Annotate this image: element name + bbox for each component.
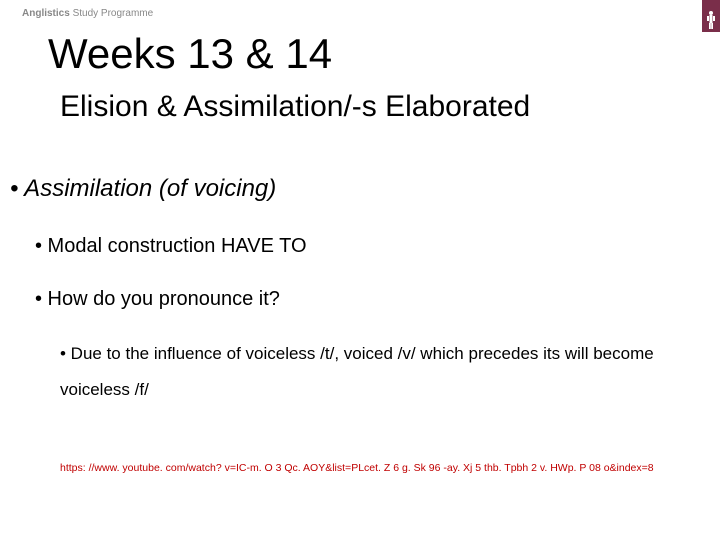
- programme-label: Anglistics Study Programme: [22, 8, 153, 19]
- programme-rest: Study Programme: [70, 8, 153, 19]
- bullet-level3: • Due to the influence of voiceless /t/,…: [60, 336, 700, 407]
- slide-title: Weeks 13 & 14: [48, 30, 332, 78]
- bullet-level2-a: • Modal construction HAVE TO: [35, 235, 307, 258]
- programme-bold: Anglistics: [22, 8, 70, 19]
- youtube-link[interactable]: https: //www. youtube. com/watch? v=IC-m…: [60, 462, 654, 474]
- bullet-level1: • Assimilation (of voicing): [10, 175, 276, 203]
- person-icon: [706, 10, 716, 30]
- slide-subtitle: Elision & Assimilation/-s Elaborated: [60, 90, 530, 124]
- accent-bar: [702, 0, 720, 32]
- bullet-level2-b: • How do you pronounce it?: [35, 288, 280, 311]
